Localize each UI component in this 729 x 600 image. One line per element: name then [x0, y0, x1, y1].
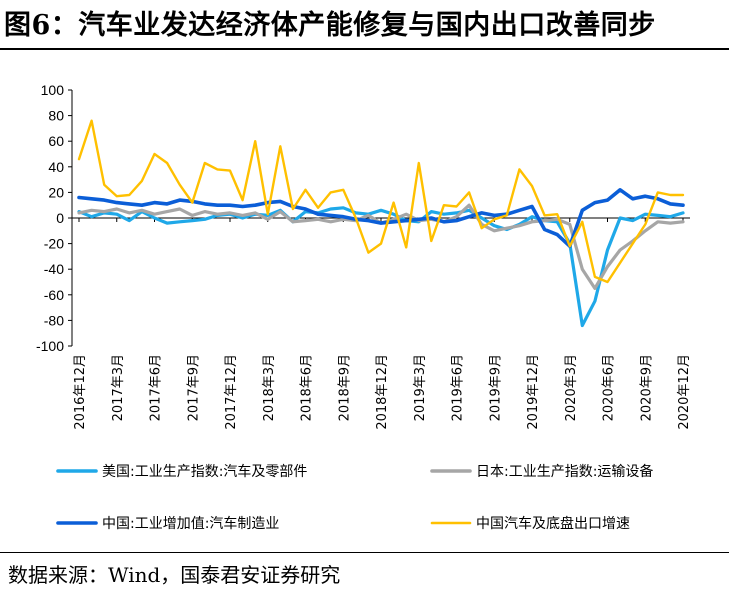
y-tick-label: -80 [44, 312, 64, 328]
source-note: 数据来源：Wind，国泰君安证券研究 [8, 563, 341, 587]
legend-item-us: 美国:工业生产指数:汽车及零部件 [56, 463, 307, 480]
legend-item-japan: 日本:工业生产指数:运输设备 [430, 463, 653, 480]
source-rule [0, 552, 729, 553]
x-tick-label: 2020年12月 [677, 354, 692, 430]
x-tick-label: 2019年12月 [526, 354, 541, 430]
x-tick-label: 2018年3月 [262, 354, 277, 421]
y-tick-label: 100 [41, 82, 65, 98]
x-tick-label: 2018年9月 [337, 354, 352, 421]
chart-axes: -100 -80 -60 -40 -20 0 20 40 60 80 100 2016年12月 2017… [36, 82, 692, 430]
y-tick-label: 20 [48, 184, 64, 200]
legend-item-china-ip: 中国:工业增加值:汽车制造业 [56, 515, 279, 532]
y-tick-label: 40 [48, 159, 64, 175]
series-line-us-auto-production [77, 206, 685, 328]
x-tick-label: 2019年6月 [451, 354, 466, 421]
y-tick-label: -20 [44, 236, 64, 252]
y-tick-label: -100 [36, 338, 64, 354]
x-tick-label: 2017年12月 [224, 354, 239, 430]
x-tick-label: 2017年9月 [186, 354, 201, 421]
legend-item-china-export: 中国汽车及底盘出口增速 [430, 515, 630, 532]
x-tick-label: 2017年3月 [111, 354, 126, 421]
x-tick-label: 2019年9月 [488, 354, 503, 421]
x-tick-label: 2018年12月 [375, 354, 390, 430]
y-tick-label: 80 [48, 108, 64, 124]
x-tick-label: 2020年9月 [639, 354, 654, 421]
x-tick-label: 2016年12月 [73, 354, 88, 430]
line-chart: -100 -80 -60 -40 -20 0 20 40 60 80 100 2016年12月 2017… [36, 82, 692, 532]
legend-label: 美国:工业生产指数:汽车及零部件 [102, 463, 307, 480]
x-tick-label: 2020年6月 [602, 354, 617, 421]
y-tick-label: 0 [56, 210, 64, 226]
chart-title: 图6：汽车业发达经济体产能修复与国内出口改善同步 [4, 10, 656, 41]
title-rule [0, 48, 729, 50]
x-tick-label: 2017年6月 [149, 354, 164, 421]
x-tick-label: 2020年3月 [564, 354, 579, 421]
legend-label: 日本:工业生产指数:运输设备 [476, 463, 653, 480]
y-tick-label: -40 [44, 261, 64, 277]
series-layer [77, 119, 685, 328]
y-tick-label: 60 [48, 133, 64, 149]
legend: 美国:工业生产指数:汽车及零部件 日本:工业生产指数:运输设备中国:工业增加值:汽… [56, 463, 653, 532]
x-tick-label: 2019年3月 [413, 354, 428, 421]
y-tick-label: -60 [44, 287, 64, 303]
series-line-china-auto-export-growth [77, 119, 685, 284]
legend-label: 中国:工业增加值:汽车制造业 [102, 515, 279, 532]
x-tick-label: 2018年6月 [300, 354, 315, 421]
legend-label: 中国汽车及底盘出口增速 [476, 515, 630, 532]
series-line-china-auto-value-added [77, 188, 685, 248]
